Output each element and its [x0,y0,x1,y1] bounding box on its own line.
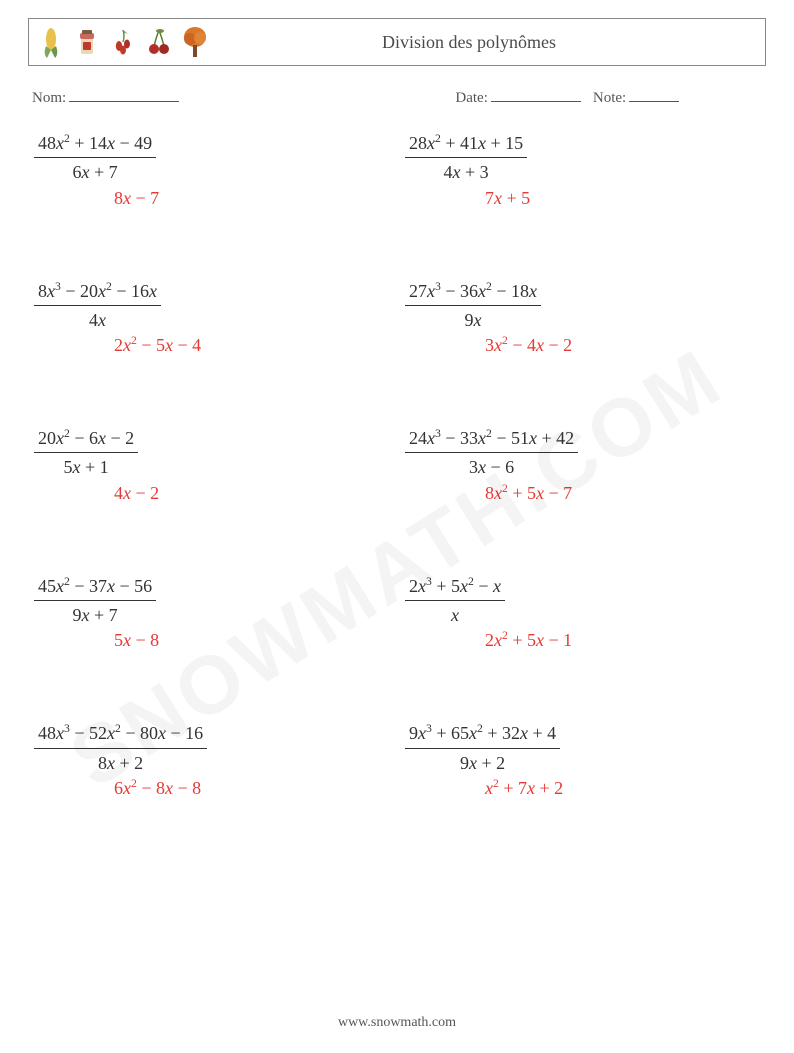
answer: 2x2 + 5x − 1 [405,630,572,651]
answer: 8x − 7 [34,188,159,209]
rosehip-icon [109,25,137,59]
note-field: Note: [593,88,679,107]
answer: 4x − 2 [34,483,159,504]
numerator: 20x2 − 6x − 2 [34,426,138,453]
date-blank[interactable] [491,88,581,102]
denominator: 8x + 2 [94,749,147,775]
autumn-tree-icon [181,25,209,59]
fraction: 27x3 − 36x2 − 18x 9x [405,279,541,333]
denominator: x [447,601,463,627]
fraction: 8x3 − 20x2 − 16x 4x [34,279,161,333]
numerator: 9x3 + 65x2 + 32x + 4 [405,721,560,748]
header-box: Division des polynômes [28,18,766,66]
problem-1: 48x2 + 14x − 49 6x + 7 8x − 7 [34,131,395,209]
problem-5: 20x2 − 6x − 2 5x + 1 4x − 2 [34,426,395,504]
denominator: 3x − 6 [465,453,518,479]
numerator: 27x3 − 36x2 − 18x [405,279,541,306]
worksheet-page: Division des polynômes Nom: Date: Note: … [0,0,794,1053]
denominator: 9x + 2 [456,749,509,775]
numerator: 24x3 − 33x2 − 51x + 42 [405,426,578,453]
answer: 7x + 5 [405,188,530,209]
denominator: 9x [461,306,486,332]
name-label: Nom: [32,90,66,106]
answer: 8x2 + 5x − 7 [405,483,572,504]
denominator: 4x [85,306,110,332]
header-icons [37,25,209,59]
answer: x2 + 7x + 2 [405,778,563,799]
fraction: 24x3 − 33x2 − 51x + 42 3x − 6 [405,426,578,480]
numerator: 28x2 + 41x + 15 [405,131,527,158]
problems-grid: 48x2 + 14x − 49 6x + 7 8x − 7 28x2 + 41x… [28,131,766,799]
numerator: 45x2 − 37x − 56 [34,574,156,601]
problem-2: 28x2 + 41x + 15 4x + 3 7x + 5 [405,131,766,209]
jam-jar-icon [73,25,101,59]
problem-8: 2x3 + 5x2 − x x 2x2 + 5x − 1 [405,574,766,652]
worksheet-title: Division des polynômes [209,32,757,53]
note-blank[interactable] [629,88,679,102]
denominator: 5x + 1 [60,453,113,479]
answer: 5x − 8 [34,630,159,651]
fraction: 2x3 + 5x2 − x x [405,574,505,628]
problem-9: 48x3 − 52x2 − 80x − 16 8x + 2 6x2 − 8x −… [34,721,395,799]
fraction: 9x3 + 65x2 + 32x + 4 9x + 2 [405,721,560,775]
corn-icon [37,25,65,59]
numerator: 48x2 + 14x − 49 [34,131,156,158]
denominator: 9x + 7 [69,601,122,627]
date-field: Date: [455,88,580,107]
answer: 3x2 − 4x − 2 [405,335,572,356]
footer-url: www.snowmath.com [0,1015,794,1031]
fraction: 20x2 − 6x − 2 5x + 1 [34,426,138,480]
answer: 6x2 − 8x − 8 [34,778,201,799]
numerator: 8x3 − 20x2 − 16x [34,279,161,306]
fraction: 28x2 + 41x + 15 4x + 3 [405,131,527,185]
name-field: Nom: [32,88,455,107]
denominator: 6x + 7 [69,158,122,184]
cherries-icon [145,25,173,59]
numerator: 2x3 + 5x2 − x [405,574,505,601]
problem-7: 45x2 − 37x − 56 9x + 7 5x − 8 [34,574,395,652]
answer: 2x2 − 5x − 4 [34,335,201,356]
problem-3: 8x3 − 20x2 − 16x 4x 2x2 − 5x − 4 [34,279,395,357]
fraction: 48x2 + 14x − 49 6x + 7 [34,131,156,185]
problem-4: 27x3 − 36x2 − 18x 9x 3x2 − 4x − 2 [405,279,766,357]
meta-row: Nom: Date: Note: [28,88,766,107]
name-blank[interactable] [69,88,179,102]
fraction: 48x3 − 52x2 − 80x − 16 8x + 2 [34,721,207,775]
problem-6: 24x3 − 33x2 − 51x + 42 3x − 6 8x2 + 5x −… [405,426,766,504]
date-label: Date: [455,90,487,106]
fraction: 45x2 − 37x − 56 9x + 7 [34,574,156,628]
note-label: Note: [593,90,626,106]
denominator: 4x + 3 [440,158,493,184]
problem-10: 9x3 + 65x2 + 32x + 4 9x + 2 x2 + 7x + 2 [405,721,766,799]
numerator: 48x3 − 52x2 − 80x − 16 [34,721,207,748]
